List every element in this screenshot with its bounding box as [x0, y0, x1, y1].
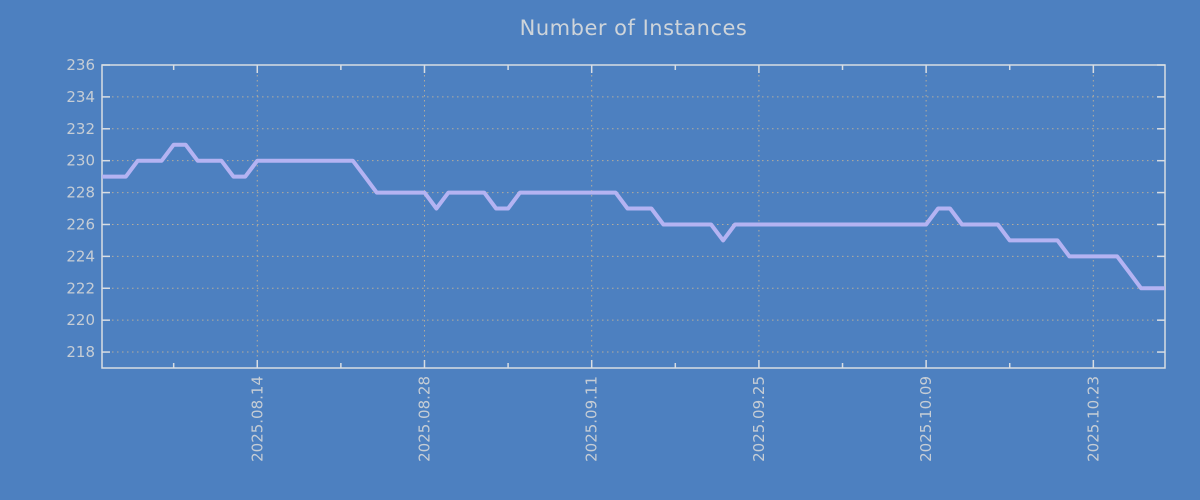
y-tick-label: 236: [66, 56, 95, 74]
gridlines: [102, 65, 1165, 368]
x-tick-label: 2025.09.11: [583, 376, 601, 462]
series-line: [102, 142, 1165, 291]
y-tick-label: 230: [66, 152, 95, 170]
x-tick-label: 2025.10.09: [917, 376, 935, 462]
y-tick-label: 226: [66, 215, 95, 233]
plot-border: [101, 64, 1166, 369]
y-tick-label: 234: [66, 88, 95, 106]
chart-title: Number of Instances: [519, 16, 748, 40]
x-tick-label: 2025.10.23: [1084, 376, 1102, 462]
y-tick-labels: 218 220 222 224 226 228 230 232 234 236: [66, 56, 95, 361]
x-tick-label: 2025.08.14: [248, 376, 266, 462]
y-tick-label: 224: [66, 247, 95, 265]
x-tick-labels: 2025.08.14 2025.08.28 2025.09.11 2025.09.25…: [248, 376, 1102, 462]
y-tick-label: 228: [66, 184, 95, 202]
y-tick-label: 232: [66, 120, 95, 138]
x-tick-label: 2025.08.28: [415, 376, 433, 462]
axis-ticks: [102, 64, 1165, 368]
y-tick-label: 220: [66, 311, 95, 329]
y-tick-label: 218: [66, 343, 95, 361]
y-tick-label: 222: [66, 279, 95, 297]
x-tick-label: 2025.09.25: [750, 376, 768, 462]
